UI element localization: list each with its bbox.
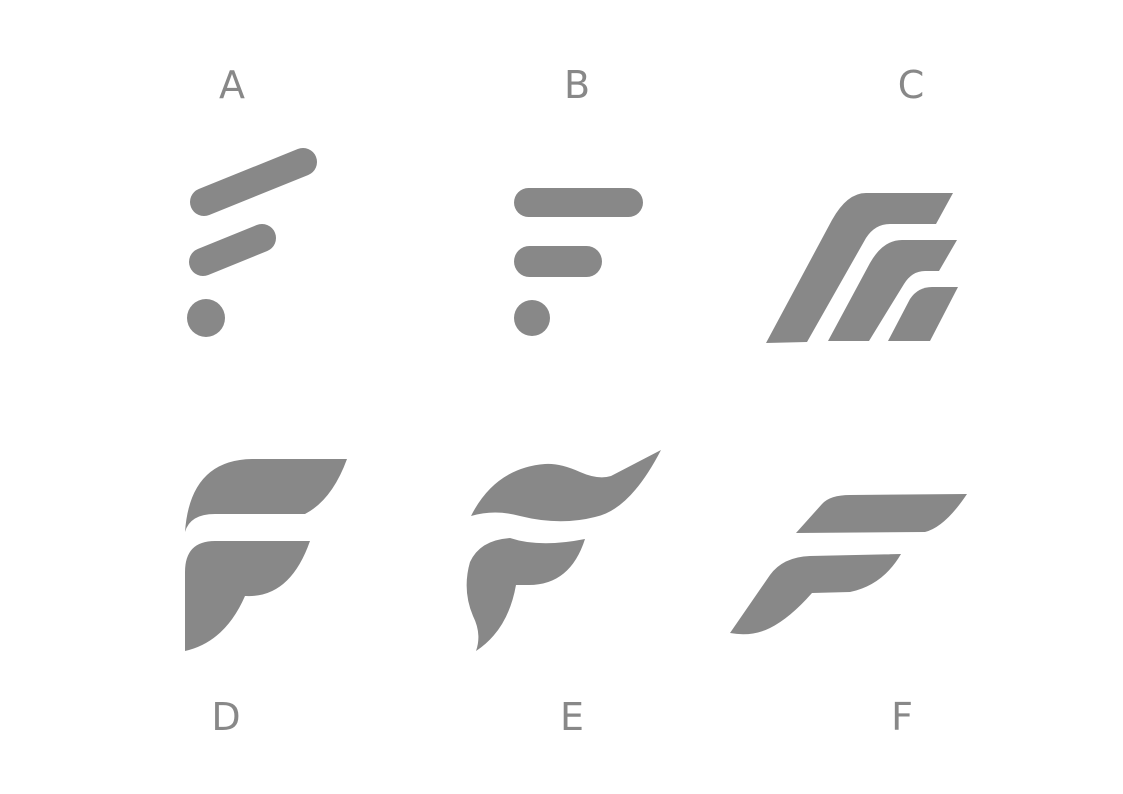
logo-c-outer-stroke — [766, 193, 953, 343]
option-label-a: A — [219, 63, 245, 107]
logo-f-top-stroke — [796, 494, 967, 533]
logo-b-dot — [514, 300, 550, 336]
logo-d — [185, 459, 347, 651]
logo-a-dot — [187, 299, 225, 337]
logo-b-top-bar — [514, 188, 643, 217]
option-label-b: B — [563, 63, 591, 107]
logo-c — [766, 193, 958, 343]
logo-b-middle-bar — [514, 246, 602, 277]
option-label-f: F — [891, 695, 913, 739]
option-label-d: D — [211, 695, 241, 739]
logo-e-top-stroke — [471, 450, 661, 522]
logo-c-inner-stroke — [888, 287, 958, 341]
logo-b — [514, 188, 643, 336]
logo-d-bottom-stroke — [185, 541, 310, 651]
logo-a — [187, 148, 317, 337]
logo-e — [466, 450, 661, 651]
logo-f — [730, 494, 967, 635]
logo-d-top-stroke — [185, 459, 347, 532]
option-label-e: E — [559, 695, 585, 739]
option-label-c: C — [897, 63, 925, 107]
logo-a-middle-bar — [189, 224, 276, 276]
logo-e-bottom-stroke — [466, 538, 585, 651]
logo-c-middle-stroke — [828, 240, 957, 341]
logo-f-bottom-stroke — [730, 554, 901, 635]
logo-a-top-bar — [190, 148, 317, 216]
